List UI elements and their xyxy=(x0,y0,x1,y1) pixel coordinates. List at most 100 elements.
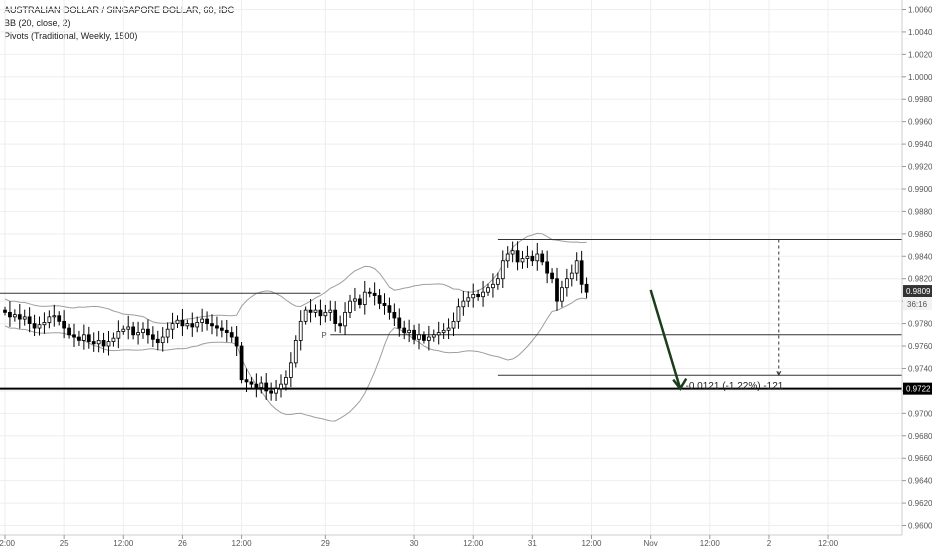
candle-body xyxy=(155,338,160,344)
candle-body xyxy=(210,323,214,327)
chart-legend: AUSTRALIAN DOLLAR / SINGAPORE DOLLAR, 60… xyxy=(4,4,234,43)
candle-body xyxy=(150,334,155,340)
countdown-badge xyxy=(903,298,932,311)
candle xyxy=(540,250,545,266)
candle-body xyxy=(313,309,318,313)
candle-body xyxy=(555,278,559,302)
candle xyxy=(525,245,530,268)
candle xyxy=(387,297,392,320)
candle xyxy=(333,301,338,332)
candle xyxy=(348,294,352,319)
candle xyxy=(377,289,382,310)
bollinger-upper xyxy=(4,232,587,324)
candle-body xyxy=(333,309,338,324)
candle-body xyxy=(308,309,313,313)
candle xyxy=(535,242,540,271)
candle-body xyxy=(284,377,288,385)
price-tick-label: 0.9700 xyxy=(908,409,932,418)
candle-body xyxy=(42,322,47,326)
candle-body xyxy=(328,309,333,313)
measure-label: -0.0121 (-1.22%) -121 xyxy=(686,381,784,392)
candle-body xyxy=(426,336,431,341)
candle xyxy=(195,316,200,333)
legend-pivots: Pivots (Traditional, Weekly, 1500) xyxy=(4,31,138,41)
candle-body xyxy=(422,334,426,341)
candle-body xyxy=(402,327,407,333)
candle xyxy=(165,322,170,344)
candle-body xyxy=(32,323,37,329)
forecast-arrow-head xyxy=(672,378,688,391)
candle-body xyxy=(446,327,451,331)
price-axis[interactable]: 0.9600 0.9620 0.9640 0.9660 0.9680 0.9700 0.97… xyxy=(901,0,932,535)
pivot-label: P xyxy=(321,331,326,340)
candle xyxy=(126,315,131,340)
candle xyxy=(210,314,214,335)
candles xyxy=(3,241,589,401)
candle xyxy=(57,311,62,326)
candle xyxy=(141,322,145,339)
candle xyxy=(27,307,32,333)
candle xyxy=(249,377,254,389)
candle-body xyxy=(348,300,352,313)
candle xyxy=(560,280,564,308)
candle-body xyxy=(323,311,328,317)
candle-body xyxy=(160,336,165,344)
candle xyxy=(111,332,116,347)
measure-arrowhead xyxy=(776,370,782,377)
candle-body xyxy=(495,278,500,285)
candle-body xyxy=(510,250,515,255)
candle-body xyxy=(8,311,12,318)
candle xyxy=(106,331,111,356)
time-axis[interactable]: 12:00 25 12:00 26 12:00 29 30 12:00 31 12:00 Nov 12… xyxy=(0,534,902,548)
candle xyxy=(254,373,259,398)
candle-body xyxy=(12,314,17,318)
candle xyxy=(579,250,584,294)
candle xyxy=(372,282,377,306)
candle-body xyxy=(357,298,362,305)
candle-body xyxy=(185,323,190,327)
time-tick-label: 31 xyxy=(528,539,537,548)
candle xyxy=(175,315,180,328)
candle xyxy=(328,300,333,321)
price-tick-label: 0.9860 xyxy=(908,230,932,239)
time-tick-label: 12:00 xyxy=(0,539,16,548)
candle xyxy=(146,319,150,344)
drawings[interactable]: -0.0121 (-1.22%) -121 xyxy=(0,238,902,392)
candle xyxy=(67,323,71,339)
candle-body xyxy=(254,383,259,388)
candle xyxy=(338,315,343,334)
candle xyxy=(555,267,559,311)
time-tick-label: 12:00 xyxy=(818,539,839,548)
candle-body xyxy=(141,328,145,333)
time-tick-label: 12:00 xyxy=(232,539,253,548)
candle xyxy=(244,368,249,393)
candle xyxy=(451,312,456,336)
candle xyxy=(8,301,12,327)
candle-body xyxy=(441,329,446,333)
candle xyxy=(510,241,515,263)
candle-body xyxy=(180,319,185,327)
time-tick-label: 30 xyxy=(410,539,419,548)
last-price-badge xyxy=(903,285,932,298)
candle-body xyxy=(303,309,308,322)
candle xyxy=(486,283,490,296)
candle xyxy=(520,250,525,269)
candle-body xyxy=(481,291,485,298)
candle xyxy=(574,252,579,281)
candle-body xyxy=(86,334,91,342)
candle-body xyxy=(466,297,471,302)
candle xyxy=(42,312,47,334)
price-tick-label: 0.9640 xyxy=(908,477,932,486)
candle-body xyxy=(219,327,224,331)
candle xyxy=(417,323,421,350)
candle-body xyxy=(264,382,269,392)
candle-body xyxy=(72,334,76,338)
time-tick-label: 25 xyxy=(60,539,69,548)
candle-body xyxy=(500,260,505,280)
candle-body xyxy=(338,323,343,327)
candle-body xyxy=(471,294,476,299)
candle xyxy=(431,329,436,342)
candle xyxy=(530,250,535,266)
price-tick-label: 0.9840 xyxy=(908,252,932,261)
